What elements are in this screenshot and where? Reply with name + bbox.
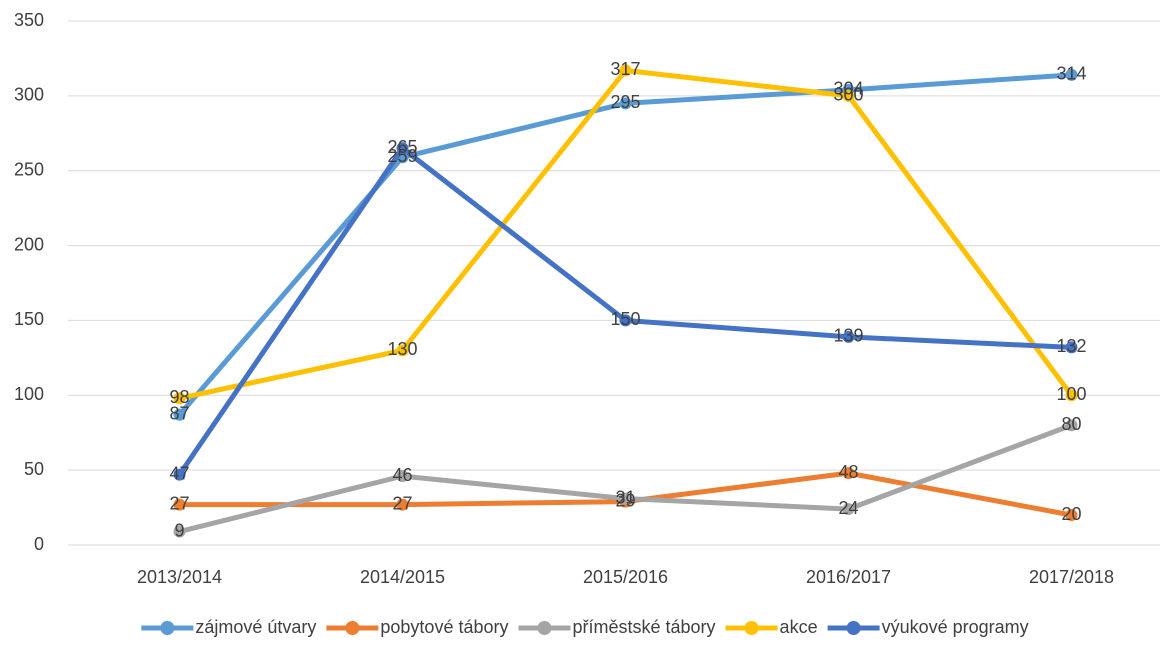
y-tick-label: 250 [14,159,44,179]
point [842,467,855,480]
data-label: 29 [615,490,635,510]
point [619,492,632,505]
data-label: 100 [1056,384,1086,404]
point [619,64,632,77]
y-tick-label: 50 [24,459,44,479]
data-label: 259 [387,146,417,166]
data-label: 87 [169,403,189,423]
point [173,498,186,511]
data-label: 48 [838,462,858,482]
legend-marker [160,621,175,635]
x-tick-label: 2017/2018 [1029,567,1114,587]
x-tick-label: 2015/2016 [583,567,668,587]
data-label: 150 [610,309,640,329]
point [396,498,409,511]
data-label: 46 [392,465,412,485]
legend-label: příměstské tábory [572,617,715,637]
legend-marker [846,621,861,635]
series-line [177,422,1074,535]
y-tick-label: 0 [34,534,44,554]
y-tick-label: 150 [14,309,44,329]
legend-marker [744,621,759,635]
point [842,89,855,102]
y-tick-label: 100 [14,384,44,404]
legend-marker [537,621,552,635]
legend-label: akce [780,617,818,637]
data-label: 20 [1061,504,1081,524]
data-label: 300 [833,85,863,105]
data-label: 130 [387,339,417,359]
data-label: 27 [169,493,189,513]
point [173,392,186,405]
data-label: 47 [169,463,189,483]
series-line [177,72,1074,418]
point [619,314,632,327]
data-label: 139 [833,326,863,346]
data-label: 295 [610,92,640,112]
point [1065,419,1078,432]
data-label: 9 [174,520,184,540]
legend: zájmové útvary pobytové tábory příměstské … [141,617,1029,637]
legend-label: zájmové útvary [195,617,316,637]
y-tick-label: 200 [14,234,44,254]
y-tick-label: 350 [14,10,44,30]
data-label: 98 [169,387,189,407]
point [842,330,855,343]
legend-label: pobytové tábory [380,617,508,637]
point [396,470,409,483]
data-label: 265 [387,137,417,157]
data-label: 31 [615,487,635,507]
point [173,525,186,538]
point [842,503,855,516]
y-tick-label: 300 [14,85,44,105]
x-tick-label: 2016/2017 [806,567,891,587]
data-label: 304 [833,79,863,99]
point [173,408,186,421]
point [619,97,632,110]
point [1065,68,1078,81]
data-label: 24 [838,498,858,518]
point [1065,389,1078,402]
legend-marker [345,621,360,635]
x-tick-label: 2013/2014 [137,567,222,587]
point [396,142,409,155]
point [1065,509,1078,522]
data-label: 132 [1056,336,1086,356]
point [396,344,409,357]
data-label: 317 [610,59,640,79]
legend-label: výukové programy [882,617,1029,637]
data-label: 27 [392,493,412,513]
point [173,468,186,481]
data-label: 314 [1056,64,1086,84]
series-line [177,67,1074,401]
point [1065,341,1078,354]
x-tick-label: 2014/2015 [360,567,445,587]
data-label: 80 [1061,414,1081,434]
